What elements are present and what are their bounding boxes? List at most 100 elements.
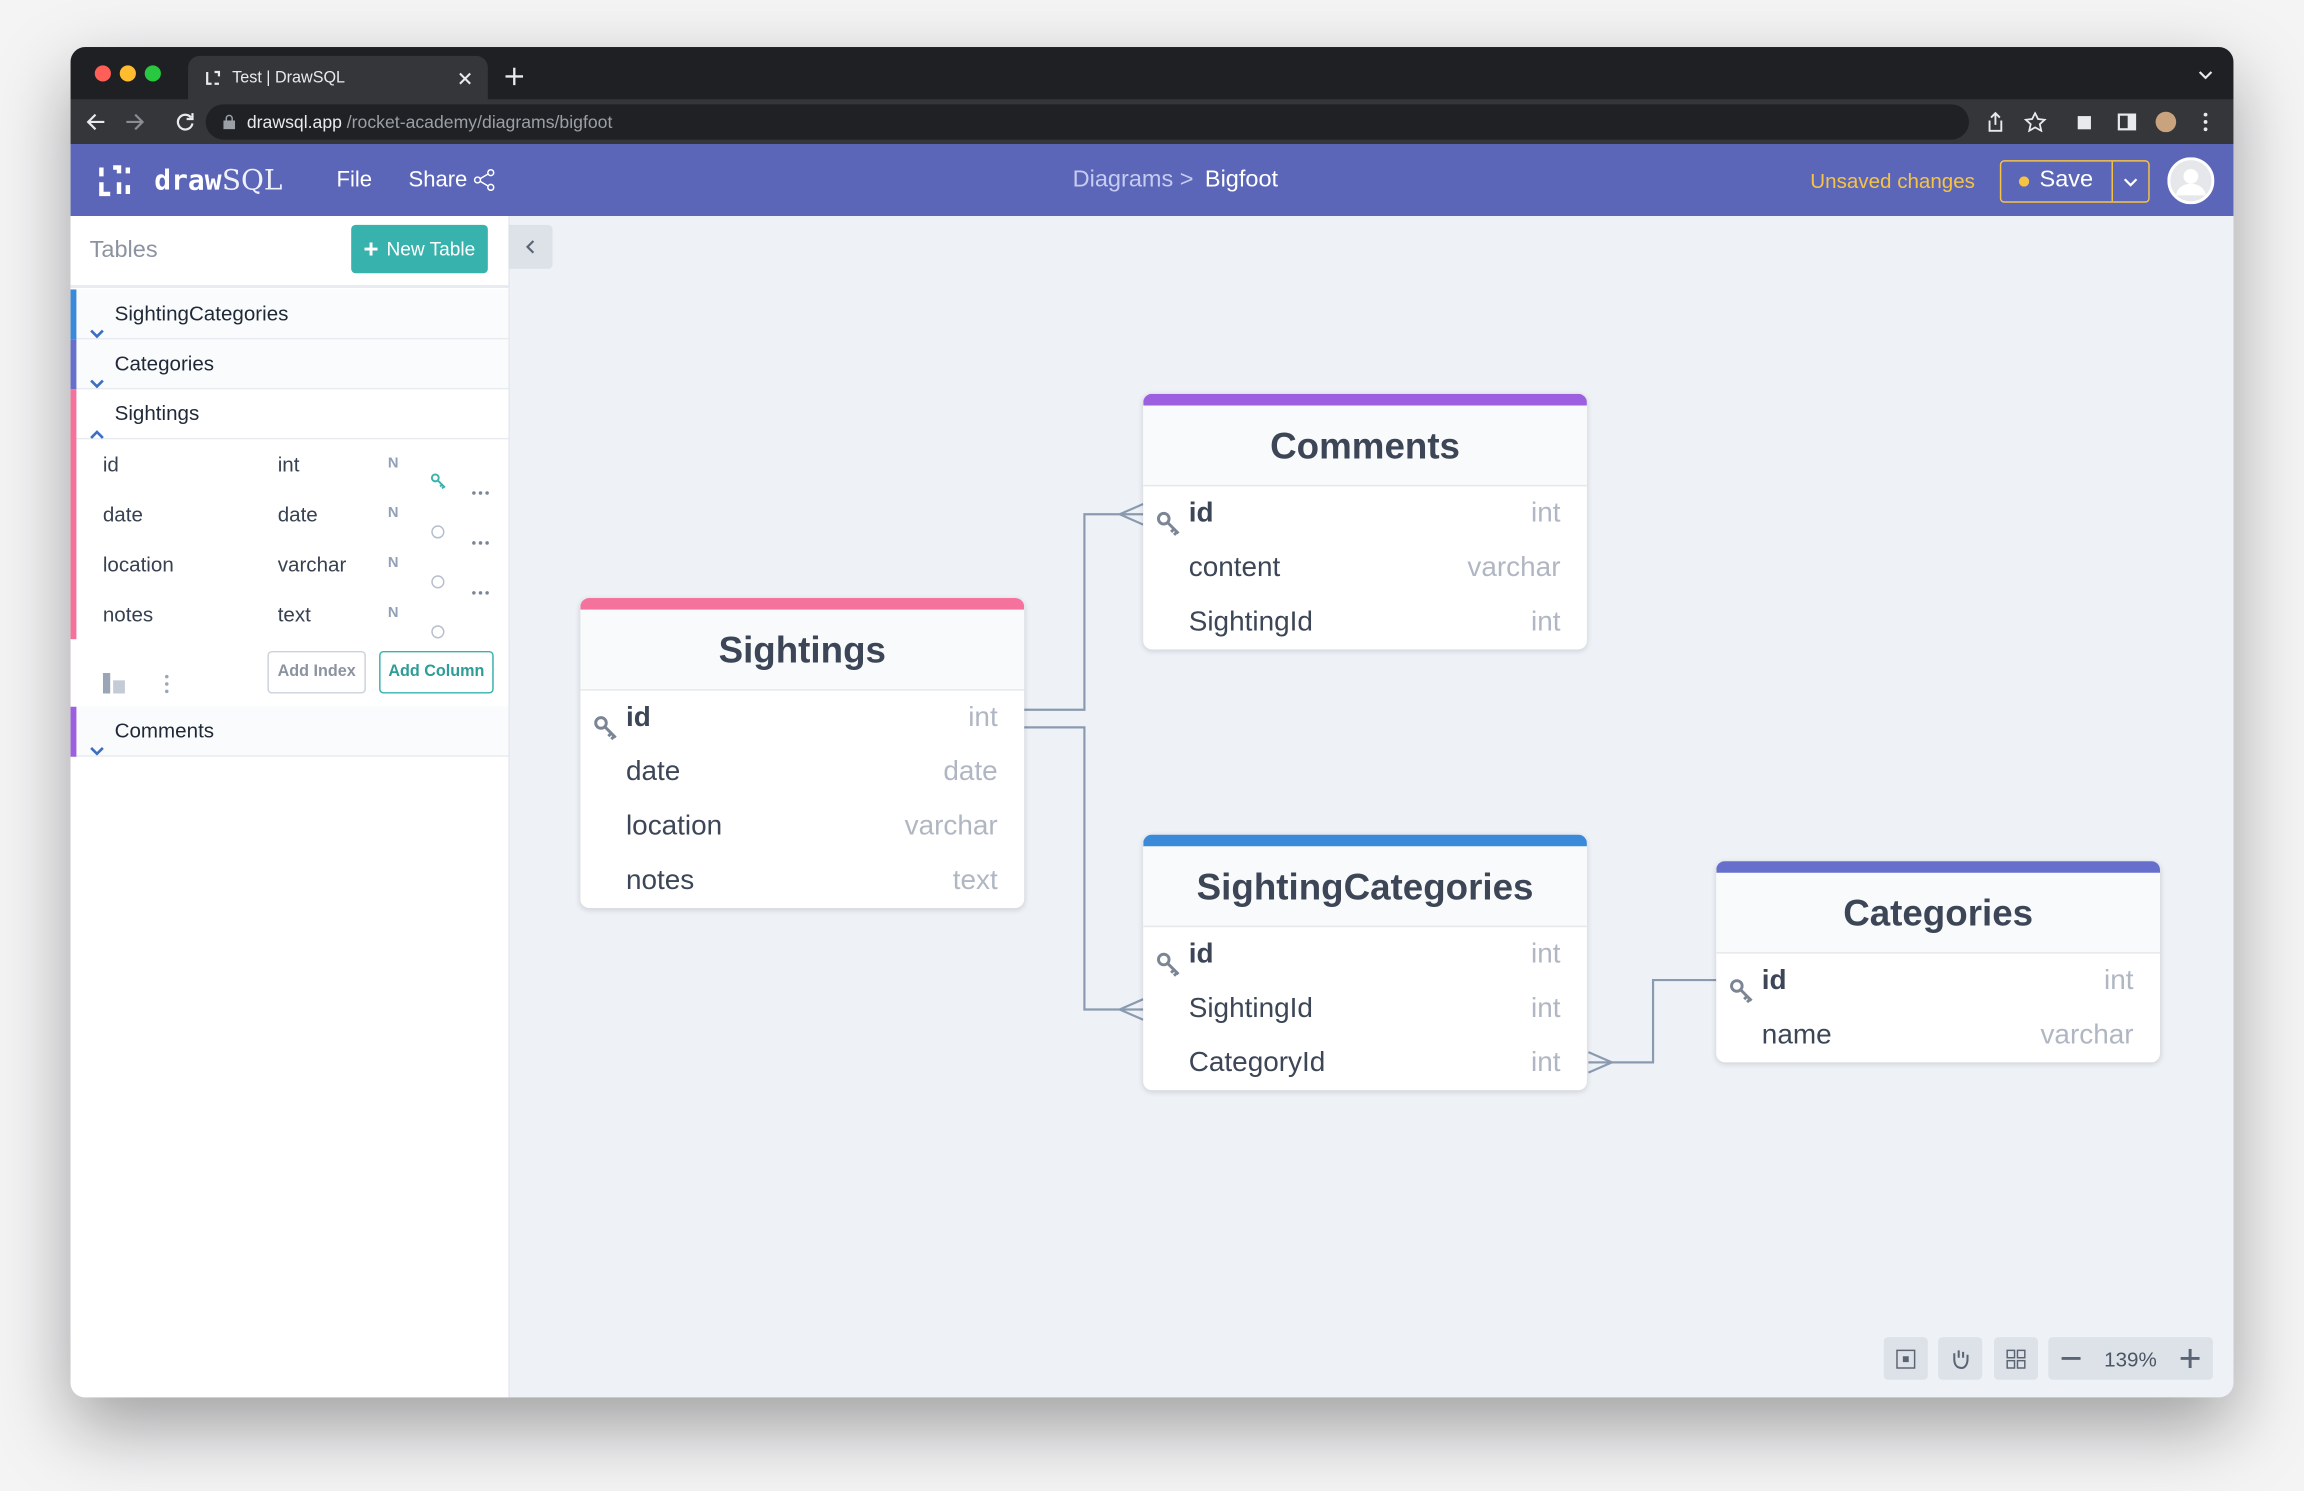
column-name[interactable]: location xyxy=(102,552,174,577)
column-name: id xyxy=(1188,938,1214,970)
column-name[interactable]: id xyxy=(102,452,119,477)
table-card[interactable]: Categories id int name varchar xyxy=(1716,861,2161,1063)
nullable-toggle[interactable]: N xyxy=(387,555,399,572)
nullable-toggle[interactable]: N xyxy=(387,455,399,472)
table-title[interactable]: Sightings xyxy=(580,609,1025,691)
column-type[interactable]: varchar xyxy=(277,552,347,577)
save-dropdown[interactable] xyxy=(2123,178,2138,187)
unsaved-dot xyxy=(2018,176,2030,187)
table-column[interactable]: name varchar xyxy=(1716,1008,2160,1062)
menu-item[interactable]: File xyxy=(336,167,373,193)
index-icon-svg xyxy=(102,672,125,694)
save-button-group: Save xyxy=(1999,160,2150,203)
column-menu-svg xyxy=(472,491,489,495)
primary-key-icon xyxy=(1156,942,1181,996)
nullable-toggle[interactable]: N xyxy=(387,505,399,522)
chevron xyxy=(90,359,105,407)
table-title[interactable]: Categories xyxy=(1716,872,2161,954)
avatar[interactable] xyxy=(2167,157,2215,205)
new-tab[interactable] xyxy=(505,67,524,86)
table-card[interactable]: Comments id int content varchar SightingId int xyxy=(1143,393,1587,650)
url-path: /rocket-academy/diagrams/bigfoot xyxy=(346,111,613,133)
table-list-item[interactable]: Sightings xyxy=(70,389,509,721)
table-card[interactable]: SightingCategories id int SightingId int Cate… xyxy=(1143,834,1587,1091)
breadcrumb-parent[interactable]: Diagrams > xyxy=(1072,167,1194,193)
table-title[interactable]: Comments xyxy=(1143,405,1587,487)
table-card[interactable]: Sightings id int date date location varchar not… xyxy=(580,598,1025,909)
primary-key-toggle xyxy=(431,507,446,557)
nullable-toggle[interactable]: N xyxy=(387,605,399,622)
table-column[interactable]: date date xyxy=(580,745,1024,799)
new-table-label: New Table xyxy=(386,238,476,261)
column-name: location xyxy=(625,811,723,842)
table-column[interactable]: content varchar xyxy=(1143,541,1587,595)
zoom-in[interactable] xyxy=(2180,1348,2200,1369)
add-column-button[interactable]: Add Column xyxy=(379,650,494,694)
table-column[interactable]: notes text xyxy=(580,854,1024,908)
primary-key-toggle xyxy=(430,457,447,507)
pan-button[interactable] xyxy=(1938,1337,1983,1380)
tab-close[interactable] xyxy=(458,72,471,85)
column-name: name xyxy=(1761,1019,1832,1051)
primary-key-icon xyxy=(1156,501,1181,555)
table-column[interactable]: SightingId int xyxy=(1143,595,1587,649)
minimap-button[interactable] xyxy=(1883,1337,1928,1380)
new-table-button[interactable]: New Table xyxy=(351,224,488,274)
table-list-item[interactable]: SightingCategories xyxy=(70,289,509,340)
breadcrumb-current: Bigfoot xyxy=(1204,167,1279,193)
table-title[interactable]: SightingCategories xyxy=(1143,846,1587,928)
sidebar: Tables New Table SightingCategories Categ… xyxy=(70,216,510,1398)
logo-icon[interactable] xyxy=(98,165,133,197)
column-type[interactable]: date xyxy=(277,502,318,527)
chevron xyxy=(90,309,105,357)
browser-tab[interactable]: Test | DrawSQL xyxy=(188,55,488,100)
table-column[interactable]: id int xyxy=(1716,954,2160,1008)
browser-window: Test | DrawSQL drawsql.app /rocket-acade… xyxy=(70,47,2234,1398)
column-name[interactable]: date xyxy=(102,502,143,527)
table-column[interactable]: location varchar xyxy=(580,799,1024,853)
logo-text[interactable]: SQL xyxy=(221,164,283,197)
nav-buttons[interactable] xyxy=(85,112,203,133)
relationships xyxy=(1024,502,1717,1074)
column-type: int xyxy=(1530,938,1561,970)
column-menu-svg xyxy=(472,591,489,595)
table-name: SightingCategories xyxy=(114,301,289,325)
url-field[interactable]: drawsql.app /rocket-academy/diagrams/big… xyxy=(205,104,1969,140)
grid-button[interactable] xyxy=(1993,1337,2039,1380)
address-bar: drawsql.app /rocket-academy/diagrams/big… xyxy=(70,99,2234,145)
chevron xyxy=(90,726,105,774)
table-column[interactable]: CategoryId int xyxy=(1143,1036,1587,1090)
divider xyxy=(70,285,509,289)
share-icon[interactable] xyxy=(473,168,495,192)
table-column[interactable]: id int xyxy=(1143,486,1587,540)
add-index-button[interactable]: Add Index xyxy=(267,650,366,694)
table-column[interactable]: id int xyxy=(580,691,1024,745)
tab-menu[interactable] xyxy=(2198,71,2213,80)
column-type[interactable]: int xyxy=(277,452,300,477)
table-color xyxy=(70,389,77,721)
column-type[interactable]: text xyxy=(277,602,311,626)
primary-key-icon-svg xyxy=(594,716,617,741)
collapse-sidebar[interactable] xyxy=(508,224,553,269)
logo-text[interactable]: draw xyxy=(154,164,222,197)
primary-key-icon-svg xyxy=(1730,979,1753,1004)
zoom-out[interactable] xyxy=(2061,1356,2081,1360)
column-name: id xyxy=(1188,498,1214,529)
favicon xyxy=(206,70,221,85)
column-name[interactable]: notes xyxy=(102,602,154,626)
relation-line xyxy=(1588,978,1717,1064)
menu-item[interactable]: Share xyxy=(408,167,468,193)
column-row: notes text N xyxy=(71,589,509,645)
table-column[interactable]: SightingId int xyxy=(1143,982,1587,1036)
table-list-item[interactable]: Comments xyxy=(70,706,509,757)
window-controls[interactable] xyxy=(71,47,189,100)
save-button[interactable]: Save xyxy=(2039,167,2094,193)
browser-toolbar-icons[interactable] xyxy=(1984,111,2219,133)
primary-key-toggle-svg xyxy=(430,473,446,490)
table-list-item[interactable]: Categories xyxy=(70,339,509,390)
table-column[interactable]: id int xyxy=(1143,927,1587,981)
table-name: Categories xyxy=(114,351,215,375)
column-row: location varchar N xyxy=(71,539,509,595)
lock-icon xyxy=(223,114,236,130)
